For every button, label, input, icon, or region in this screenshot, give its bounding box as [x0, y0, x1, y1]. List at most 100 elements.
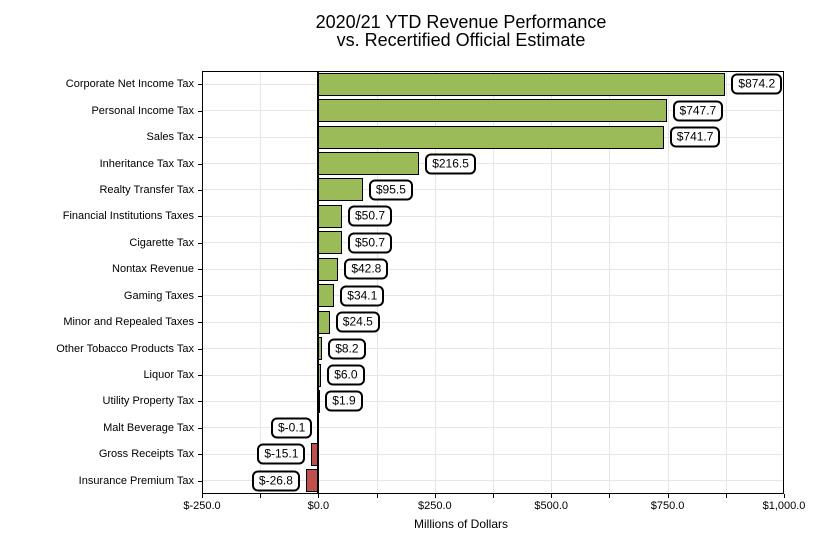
y-axis-tick: [198, 269, 202, 271]
x-axis-tick: [434, 494, 436, 498]
x-axis-tick-label: $-250.0: [183, 500, 221, 512]
x-axis-tick: [667, 494, 669, 498]
category-label: Gross Receipts Tax: [98, 448, 194, 461]
bar: [318, 152, 420, 176]
y-axis-tick: [198, 295, 202, 297]
bar: [318, 178, 363, 202]
category-label: Corporate Net Income Tax: [65, 78, 194, 91]
x-axis-tick: [493, 494, 494, 498]
bar-value-label: $6.0: [327, 364, 365, 386]
bar: [318, 204, 342, 228]
bar: [318, 125, 664, 149]
chart-title: 2020/21 YTD Revenue Performance vs. Rece…: [316, 13, 607, 49]
x-axis-tick: [784, 494, 785, 498]
chart-title-line2: vs. Recertified Official Estimate: [336, 30, 586, 50]
y-axis-tick: [198, 110, 202, 112]
grid-line-vertical: [551, 71, 553, 494]
grid-line-vertical: [667, 71, 669, 494]
category-label: Inheritance Tax Tax: [99, 157, 194, 170]
y-axis-tick: [198, 454, 202, 456]
bar-value-label: $50.7: [348, 232, 393, 254]
category-label: Utility Property Tax: [102, 395, 195, 408]
x-axis-tick: [725, 494, 727, 498]
bar-value-label: $874.2: [731, 73, 783, 95]
grid-line-vertical: [260, 71, 262, 494]
category-label: Sales Tax: [146, 131, 195, 144]
bar-value-label: $747.7: [672, 100, 724, 122]
grid-line-horizontal: [202, 480, 784, 482]
grid-line-horizontal: [202, 215, 784, 217]
y-axis-tick: [198, 322, 202, 324]
x-axis-tick-label: $750.0: [650, 500, 685, 512]
x-axis-tick-label: $250.0: [417, 500, 452, 512]
category-label: Nontax Revenue: [112, 263, 194, 276]
category-label: Realty Transfer Tax: [99, 183, 194, 196]
x-axis-tick: [551, 494, 553, 498]
bar-value-label: $741.7: [669, 126, 721, 148]
bar-value-label: $24.5: [335, 311, 380, 333]
y-axis-tick: [198, 242, 202, 244]
grid-line-horizontal: [202, 163, 784, 165]
grid-line-horizontal: [202, 295, 784, 297]
y-axis-tick: [198, 427, 202, 429]
bar-value-label: $34.1: [340, 285, 385, 307]
x-axis-tick: [609, 494, 611, 498]
y-axis-tick: [198, 348, 202, 350]
bar-value-label: $-0.1: [271, 417, 313, 439]
bar: [318, 284, 335, 308]
bar: [318, 99, 667, 123]
y-axis-tick: [198, 163, 202, 165]
category-label: Gaming Taxes: [123, 289, 194, 302]
bar-value-label: $216.5: [425, 153, 476, 175]
bar-value-label: $95.5: [368, 179, 413, 201]
bar-value-label: $-15.1: [257, 443, 306, 465]
category-label: Minor and Repealed Taxes: [63, 316, 194, 329]
grid-line-horizontal: [202, 189, 784, 191]
category-label: Malt Beverage Tax: [103, 421, 194, 434]
grid-line-vertical: [609, 71, 611, 494]
y-axis-tick: [198, 375, 202, 377]
bar-value-label: $1.9: [325, 390, 363, 412]
bar: [318, 231, 342, 255]
x-axis-tick: [318, 494, 320, 498]
zero-line: [317, 71, 320, 494]
grid-line-horizontal: [202, 348, 784, 350]
grid-line-horizontal: [202, 321, 784, 323]
x-axis-tick-label: $1,000.0: [762, 500, 806, 512]
y-axis-tick: [198, 189, 202, 191]
grid-line-horizontal: [202, 400, 784, 402]
bar-value-label: $42.8: [344, 258, 389, 280]
grid-line-vertical: [493, 71, 494, 494]
y-axis-tick: [198, 216, 202, 218]
grid-line-horizontal: [202, 242, 784, 244]
bar-value-label: $8.2: [328, 338, 366, 360]
y-axis-tick: [198, 480, 202, 482]
x-axis-tick-label: $0.0: [307, 500, 330, 512]
grid-line-horizontal: [202, 453, 784, 455]
category-label: Insurance Premium Tax: [78, 474, 194, 487]
bar-value-label: $50.7: [348, 205, 393, 227]
bar: [318, 72, 726, 96]
bar: [318, 310, 330, 334]
x-axis-title: Millions of Dollars: [413, 517, 509, 531]
x-axis-tick: [260, 494, 262, 498]
category-label: Other Tobacco Products Tax: [56, 342, 194, 355]
grid-line-horizontal: [202, 374, 784, 376]
category-label: Cigarette Tax: [129, 236, 194, 249]
grid-line-vertical: [376, 71, 378, 494]
bar-value-label: $-26.8: [251, 470, 300, 492]
y-axis-tick: [198, 401, 202, 403]
chart-title-line1: 2020/21 YTD Revenue Performance: [315, 12, 607, 32]
category-label: Personal Income Tax: [91, 104, 194, 117]
grid-line-horizontal: [202, 268, 784, 270]
x-axis-tick-label: $500.0: [534, 500, 569, 512]
grid-line-horizontal: [202, 427, 784, 429]
grid-line-vertical: [434, 71, 436, 494]
grid-line-vertical: [725, 71, 727, 494]
x-axis-tick: [202, 494, 203, 498]
category-label: Liquor Tax: [143, 369, 194, 382]
y-axis-tick: [198, 137, 202, 139]
category-label: Financial Institutions Taxes: [62, 210, 194, 223]
x-axis-tick: [376, 494, 378, 498]
